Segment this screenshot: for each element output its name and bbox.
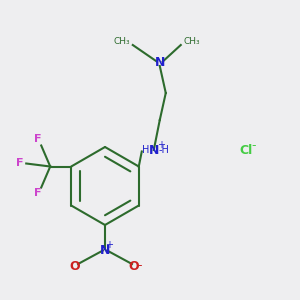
Text: Cl: Cl xyxy=(239,143,253,157)
Text: CH₃: CH₃ xyxy=(184,38,200,46)
Text: F: F xyxy=(16,158,24,169)
Text: F: F xyxy=(34,134,42,145)
Text: N: N xyxy=(100,244,110,257)
Text: -: - xyxy=(137,259,142,272)
Text: F: F xyxy=(34,188,42,199)
Text: H: H xyxy=(142,145,149,155)
Text: N: N xyxy=(154,56,165,70)
Text: O: O xyxy=(70,260,80,274)
Text: O: O xyxy=(128,260,139,274)
Text: CH₃: CH₃ xyxy=(113,38,130,46)
Text: -H: -H xyxy=(158,145,169,155)
Text: +: + xyxy=(158,140,165,150)
Text: N: N xyxy=(148,143,159,157)
Text: +: + xyxy=(106,239,113,250)
Text: -: - xyxy=(251,139,256,152)
